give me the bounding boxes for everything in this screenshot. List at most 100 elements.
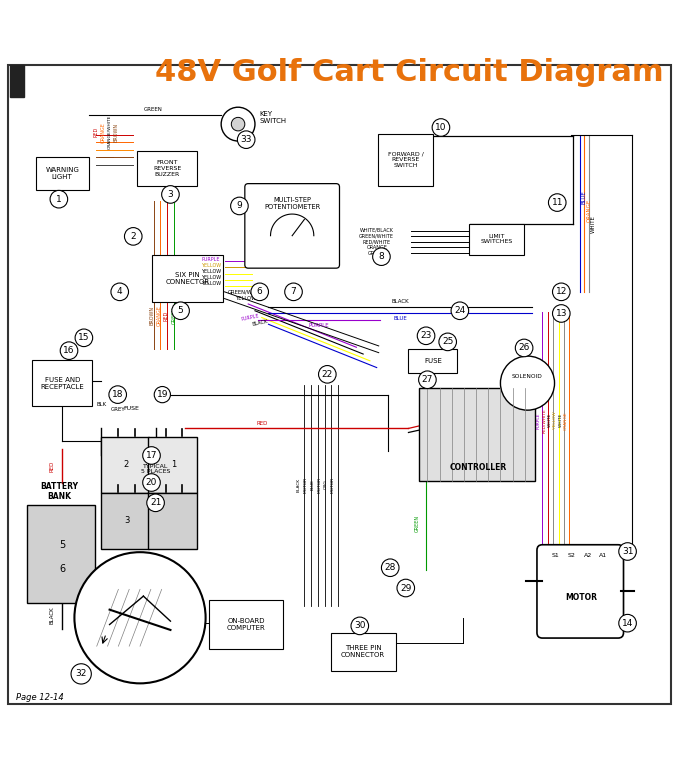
Text: 27: 27 bbox=[422, 375, 433, 384]
Text: FRONT
REVERSE
BUZZER: FRONT REVERSE BUZZER bbox=[153, 161, 181, 177]
Text: WHITE: WHITE bbox=[548, 414, 552, 427]
Text: 3: 3 bbox=[168, 190, 173, 199]
FancyBboxPatch shape bbox=[137, 152, 197, 186]
Circle shape bbox=[553, 283, 570, 301]
Text: 33: 33 bbox=[240, 135, 252, 145]
Circle shape bbox=[143, 474, 160, 492]
Text: BLACK: BLACK bbox=[392, 299, 409, 305]
Circle shape bbox=[221, 107, 255, 141]
FancyBboxPatch shape bbox=[378, 135, 433, 186]
Circle shape bbox=[451, 302, 469, 319]
Text: 28: 28 bbox=[384, 564, 396, 572]
Text: 9: 9 bbox=[236, 202, 242, 210]
Text: 6: 6 bbox=[59, 564, 65, 574]
Circle shape bbox=[162, 186, 179, 203]
Text: 20: 20 bbox=[146, 478, 158, 487]
Text: RED: RED bbox=[164, 311, 169, 321]
Circle shape bbox=[318, 366, 336, 383]
Circle shape bbox=[60, 342, 78, 359]
Text: ORANGE: ORANGE bbox=[156, 305, 162, 326]
Text: 31: 31 bbox=[622, 547, 634, 556]
FancyBboxPatch shape bbox=[409, 349, 457, 373]
Circle shape bbox=[75, 552, 206, 683]
Text: MOTOR: MOTOR bbox=[317, 476, 321, 492]
Text: ORANGE: ORANGE bbox=[564, 411, 568, 430]
FancyBboxPatch shape bbox=[209, 600, 283, 649]
Text: 15: 15 bbox=[78, 333, 90, 342]
Circle shape bbox=[71, 664, 92, 684]
Text: RED/WHITE: RED/WHITE bbox=[543, 408, 547, 433]
Circle shape bbox=[373, 248, 390, 265]
Circle shape bbox=[432, 119, 449, 136]
Text: A2: A2 bbox=[584, 553, 593, 558]
Text: GREEN: GREEN bbox=[171, 307, 177, 324]
Text: Page 12-14: Page 12-14 bbox=[16, 693, 64, 702]
Text: 23: 23 bbox=[420, 332, 432, 340]
Circle shape bbox=[285, 283, 302, 301]
Text: A1: A1 bbox=[599, 553, 607, 558]
Text: GREY: GREY bbox=[111, 407, 125, 412]
Text: RED/WHITE: RED/WHITE bbox=[363, 240, 390, 244]
Text: 26: 26 bbox=[519, 343, 530, 352]
Text: ORANGE/WHITE: ORANGE/WHITE bbox=[107, 115, 111, 149]
Circle shape bbox=[418, 327, 435, 345]
FancyBboxPatch shape bbox=[32, 359, 92, 407]
Text: 5: 5 bbox=[178, 306, 183, 315]
Circle shape bbox=[154, 386, 170, 403]
Text: 10: 10 bbox=[435, 123, 447, 132]
Text: 17: 17 bbox=[146, 451, 158, 460]
Circle shape bbox=[143, 447, 160, 465]
Circle shape bbox=[238, 131, 255, 148]
Circle shape bbox=[553, 305, 570, 322]
Text: WHITE: WHITE bbox=[559, 414, 563, 427]
Circle shape bbox=[549, 194, 566, 211]
Text: ORANGE: ORANGE bbox=[587, 199, 591, 223]
Text: BLUE: BLUE bbox=[582, 190, 587, 204]
Text: YELLOW: YELLOW bbox=[553, 411, 557, 429]
Text: 18: 18 bbox=[112, 390, 124, 399]
Text: BLUE: BLUE bbox=[310, 479, 314, 490]
Text: RED: RED bbox=[50, 461, 54, 472]
Text: SIX PIN
CONNECTOR: SIX PIN CONNECTOR bbox=[165, 272, 209, 284]
Text: GREEN/WHITE: GREEN/WHITE bbox=[227, 289, 265, 295]
Text: RED: RED bbox=[94, 127, 98, 138]
Circle shape bbox=[50, 190, 68, 208]
Text: LIMIT
SWITCHES: LIMIT SWITCHES bbox=[480, 233, 513, 244]
Text: S2: S2 bbox=[568, 553, 575, 558]
Text: SOLENOID: SOLENOID bbox=[512, 374, 543, 379]
Text: 14: 14 bbox=[622, 618, 634, 628]
Text: GREEN: GREEN bbox=[368, 251, 385, 257]
Text: 12: 12 bbox=[555, 288, 567, 296]
Bar bbox=[10, 65, 24, 97]
FancyBboxPatch shape bbox=[469, 223, 524, 254]
Circle shape bbox=[124, 227, 142, 245]
Text: THREE PIN
CONNECTOR: THREE PIN CONNECTOR bbox=[341, 645, 385, 658]
Text: TYPICAL
5 PLACES: TYPICAL 5 PLACES bbox=[141, 464, 170, 475]
Text: YELLOW: YELLOW bbox=[201, 263, 221, 268]
Circle shape bbox=[232, 117, 245, 131]
Text: PURPLE: PURPLE bbox=[240, 313, 260, 322]
Text: BLK: BLK bbox=[96, 402, 107, 407]
Text: PURPLE: PURPLE bbox=[537, 412, 541, 428]
Text: ORG: ORG bbox=[324, 480, 328, 489]
Text: 24: 24 bbox=[454, 306, 466, 315]
Text: 8: 8 bbox=[379, 252, 384, 261]
Text: GREEN: GREEN bbox=[144, 107, 163, 112]
Text: 2: 2 bbox=[130, 232, 136, 241]
Circle shape bbox=[231, 197, 249, 215]
Circle shape bbox=[111, 283, 128, 301]
FancyBboxPatch shape bbox=[537, 545, 623, 638]
Text: 1: 1 bbox=[56, 195, 62, 204]
Circle shape bbox=[75, 329, 92, 346]
Text: BROWN: BROWN bbox=[114, 123, 119, 141]
Text: YELLOW: YELLOW bbox=[201, 275, 221, 280]
Text: YELLOW: YELLOW bbox=[201, 269, 221, 274]
FancyBboxPatch shape bbox=[331, 632, 396, 670]
Text: 1: 1 bbox=[171, 460, 177, 468]
Text: ON-BOARD
COMPUTER: ON-BOARD COMPUTER bbox=[227, 618, 265, 631]
Text: FUSE AND
RECEPTACLE: FUSE AND RECEPTACLE bbox=[40, 376, 84, 390]
Text: 22: 22 bbox=[322, 369, 333, 379]
Text: 29: 29 bbox=[400, 584, 411, 593]
Text: WARNING
LIGHT: WARNING LIGHT bbox=[45, 167, 79, 180]
Text: 13: 13 bbox=[555, 309, 567, 318]
